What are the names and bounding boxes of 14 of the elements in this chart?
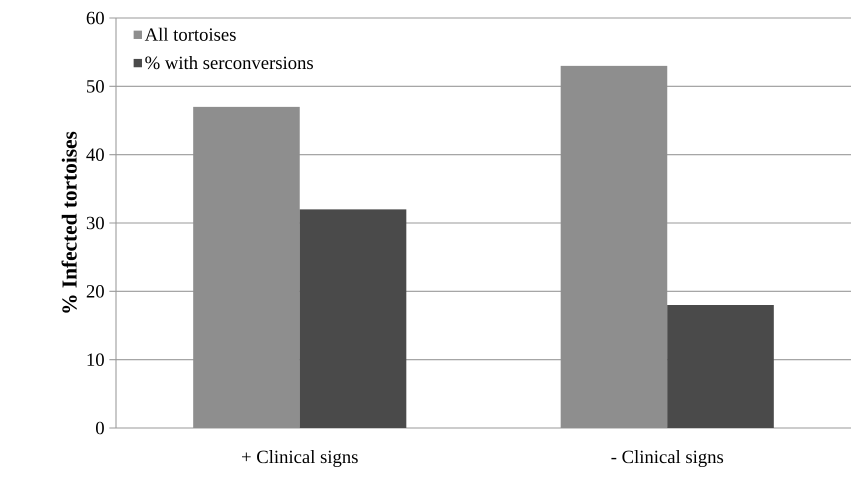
y-tick-label: 20: [86, 285, 104, 298]
y-tick-label: 10: [88, 353, 104, 366]
y-tick-label: 50: [87, 80, 104, 93]
y-axis-title: % Infected tortoises: [62, 132, 77, 313]
legend-label: % with serconversions: [145, 56, 313, 70]
y-tick-label: 60: [86, 12, 104, 24]
legend-label: All tortoises: [144, 28, 236, 41]
x-tick-label: + Clinical signs: [242, 450, 358, 468]
y-tick-label: 0: [96, 422, 104, 434]
bar: [667, 305, 774, 428]
y-tick-label: 30: [86, 216, 104, 230]
x-tick-label: - Clinical signs: [611, 450, 724, 468]
y-tick-label: 40: [86, 148, 104, 161]
bar: [300, 209, 406, 428]
